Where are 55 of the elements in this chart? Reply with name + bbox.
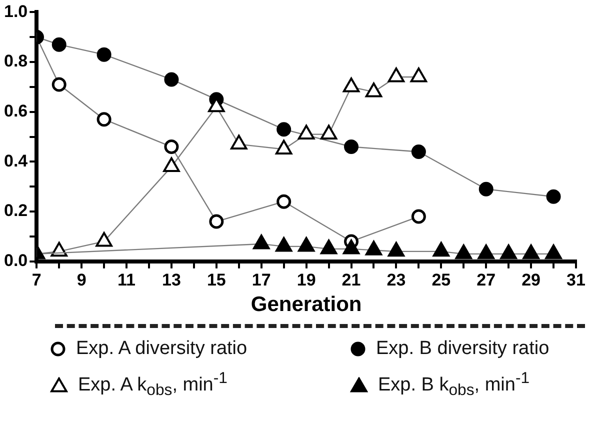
legend-label: Exp. B diversity ratio — [376, 338, 550, 360]
legend-label: Exp. A diversity ratio — [76, 338, 248, 360]
x-tick-label: 29 — [522, 270, 541, 290]
y-tick-label: 0.2 — [4, 201, 28, 220]
point — [342, 239, 360, 254]
point — [163, 157, 180, 172]
point — [96, 112, 112, 127]
x-axis-title: Generation — [250, 293, 362, 316]
point — [298, 236, 315, 252]
point — [455, 244, 472, 260]
x-tick-label: 9 — [76, 270, 86, 290]
y-tick-label: 0.4 — [4, 151, 28, 170]
point — [320, 239, 338, 254]
x-tick-label: 7 — [32, 270, 42, 290]
point — [164, 140, 179, 154]
point — [276, 122, 292, 137]
point — [344, 140, 359, 154]
x-tick-label: 27 — [476, 270, 496, 290]
point — [298, 124, 315, 140]
point — [522, 244, 540, 260]
point — [546, 189, 561, 204]
point — [388, 242, 405, 257]
point — [275, 236, 292, 252]
point — [52, 77, 66, 92]
y-tick-label: 0.0 — [4, 251, 28, 270]
y-tick-label: 0.8 — [4, 52, 28, 71]
x-tick-label: 17 — [252, 270, 271, 290]
y-tick-label: 1.0 — [4, 2, 28, 21]
legend-label: Exp. A k$_{obs}$, min$^{-1}$ — [78, 370, 228, 400]
point — [276, 194, 292, 209]
point — [545, 244, 562, 260]
x-tick-label: 11 — [118, 270, 136, 290]
x-tick-label: 31 — [566, 270, 586, 290]
point — [230, 134, 248, 150]
point — [275, 140, 292, 155]
point — [52, 37, 66, 52]
point — [96, 47, 112, 62]
point — [500, 244, 517, 260]
x-tick-label: 25 — [432, 270, 451, 290]
x-tick-label: 19 — [296, 270, 316, 290]
point — [365, 240, 382, 256]
x-tick-label: 13 — [162, 270, 181, 290]
point — [478, 182, 494, 196]
x-tick-label: 21 — [342, 270, 361, 290]
point — [478, 244, 494, 260]
x-tick-label: 15 — [206, 270, 226, 290]
point — [432, 242, 450, 257]
point — [411, 144, 426, 159]
point — [164, 72, 179, 87]
legend-label: Exp. B k$_{obs}$, min$^{-1}$ — [378, 370, 530, 400]
x-tick-label: 23 — [386, 270, 406, 290]
point — [320, 124, 338, 140]
point — [96, 232, 112, 247]
y-tick-label: 0.6 — [4, 102, 28, 121]
point — [253, 234, 270, 250]
